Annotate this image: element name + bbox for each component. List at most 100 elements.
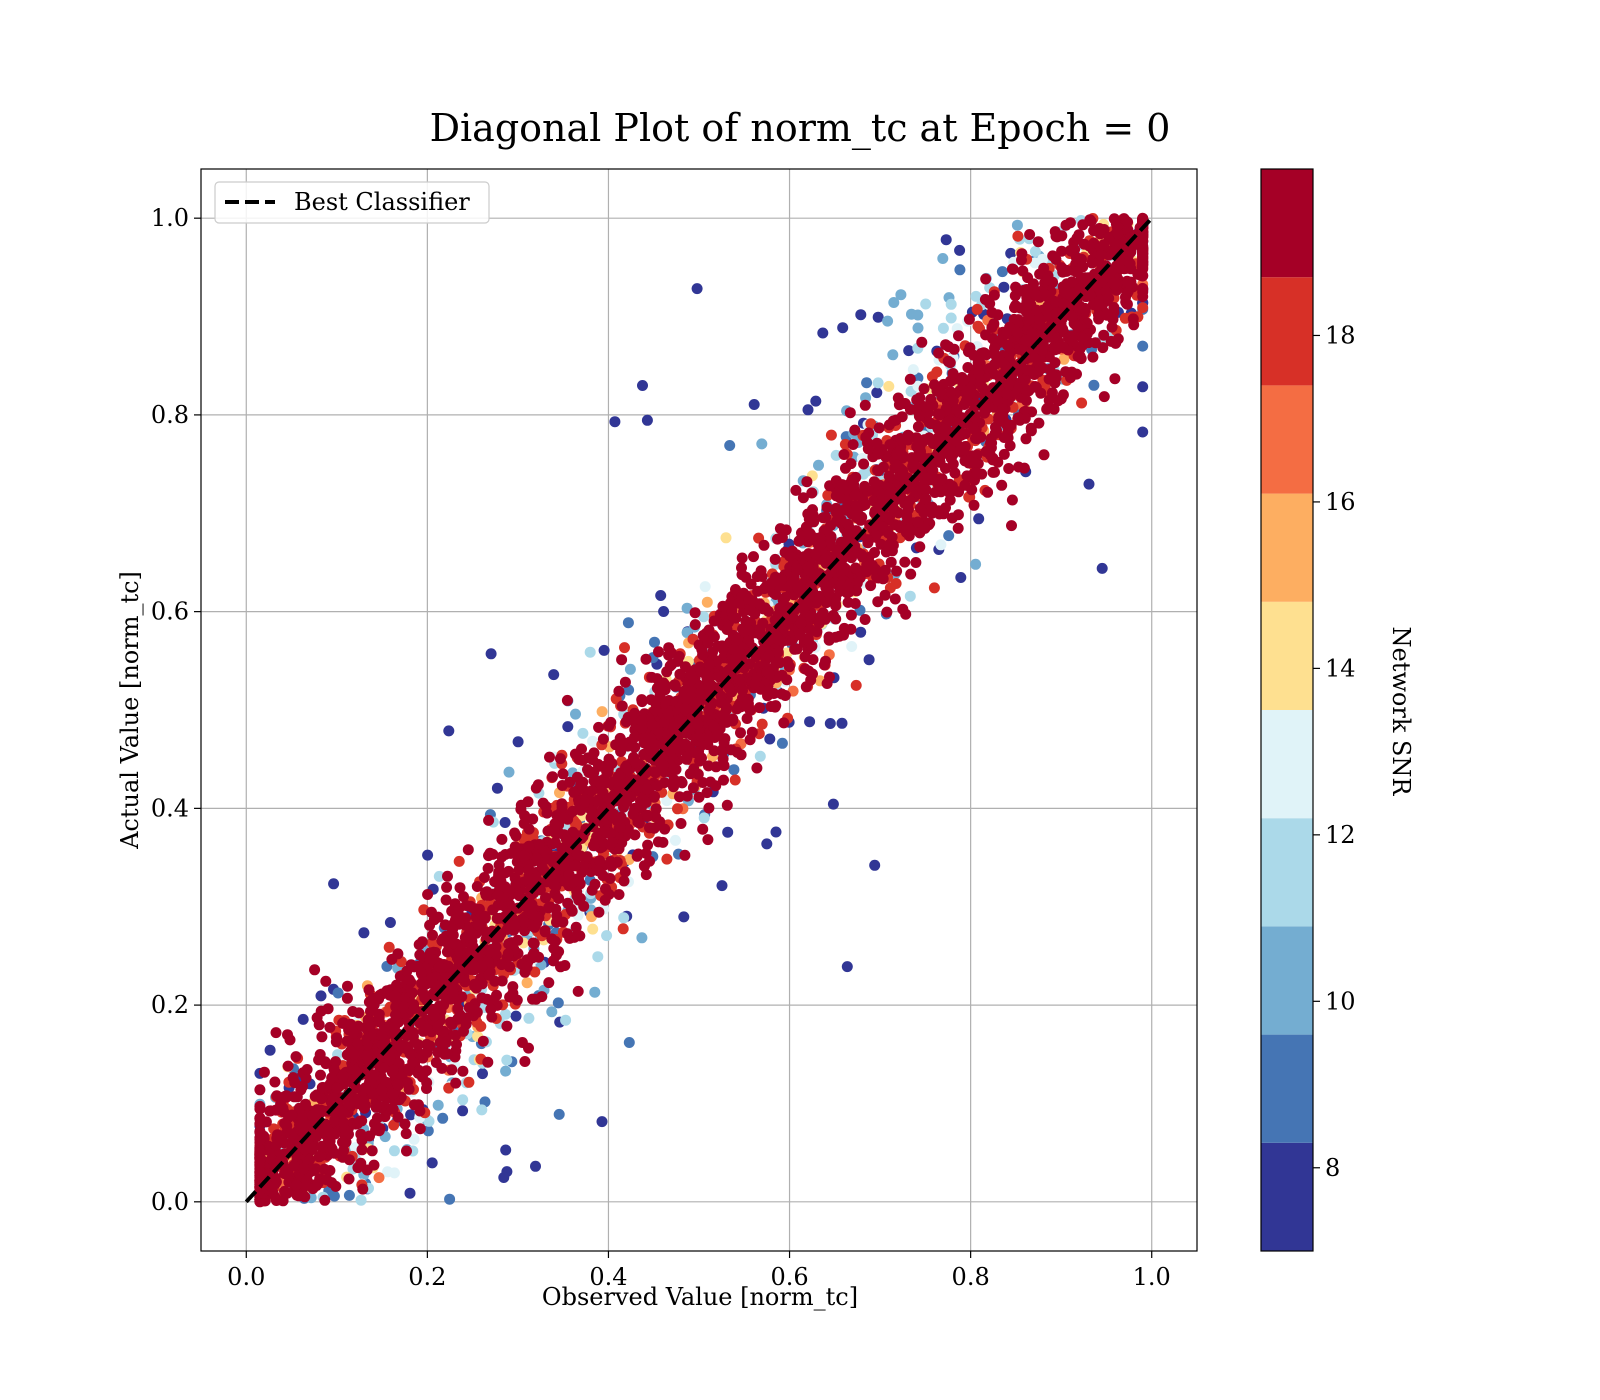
scatter-point — [729, 774, 741, 786]
scatter-point — [549, 818, 561, 830]
scatter-point — [1032, 236, 1044, 248]
scatter-point — [954, 264, 966, 276]
scatter-point — [702, 834, 714, 846]
scatter-point — [406, 987, 418, 999]
scatter-point — [1096, 562, 1108, 574]
scatter-point — [918, 507, 930, 518]
scatter-point — [987, 466, 999, 478]
scatter-point — [1071, 232, 1083, 244]
scatter-point — [992, 456, 1004, 468]
scatter-point — [810, 548, 822, 560]
scatter-point — [703, 802, 715, 814]
scatter-point — [366, 1145, 378, 1157]
scatter-point — [781, 614, 793, 626]
scatter-point — [963, 313, 975, 325]
scatter-point — [562, 721, 574, 733]
scatter-point — [485, 1003, 497, 1015]
scatter-point — [988, 368, 1000, 380]
scatter-point — [650, 803, 662, 815]
scatter-point — [679, 849, 691, 861]
scatter-point — [1006, 520, 1017, 532]
scatter-point — [945, 298, 957, 310]
scatter-point — [483, 969, 495, 981]
scatter-point — [968, 457, 980, 469]
scatter-point — [561, 694, 573, 706]
scatter-point — [795, 617, 807, 629]
scatter-point — [603, 888, 615, 900]
scatter-point — [518, 917, 530, 929]
scatter-point — [933, 347, 945, 359]
scatter-point — [763, 668, 775, 680]
scatter-point — [764, 733, 776, 745]
scatter-point — [539, 926, 551, 938]
scatter-point — [905, 568, 917, 580]
scatter-point — [827, 798, 839, 810]
scatter-point — [324, 1165, 336, 1176]
scatter-point — [476, 1104, 488, 1116]
scatter-point — [422, 889, 434, 900]
scatter-point — [903, 345, 915, 357]
scatter-point — [895, 289, 907, 301]
scatter-point — [460, 900, 472, 911]
scatter-point — [780, 524, 792, 536]
scatter-point — [693, 791, 705, 803]
scatter-points — [254, 212, 1149, 1208]
scatter-point — [343, 1154, 355, 1166]
scatter-point — [254, 1126, 266, 1138]
scatter-point — [958, 374, 970, 386]
scatter-point — [328, 1190, 340, 1202]
scatter-point — [1137, 381, 1149, 393]
scatter-point — [332, 987, 344, 999]
scatter-point — [937, 322, 949, 334]
scatter-point — [509, 841, 521, 853]
scatter-point — [437, 1112, 449, 1124]
scatter-point — [587, 923, 599, 935]
scatter-point — [820, 511, 832, 523]
scatter-point — [911, 394, 923, 406]
scatter-point — [521, 961, 533, 973]
scatter-point — [813, 617, 825, 629]
scatter-point — [797, 492, 809, 504]
scatter-point — [617, 736, 629, 748]
scatter-point — [971, 467, 983, 479]
scatter-point — [790, 484, 802, 496]
scatter-point — [761, 838, 773, 850]
scatter-point — [624, 663, 636, 675]
scatter-point — [776, 737, 788, 749]
scatter-point — [989, 342, 1000, 354]
scatter-point — [271, 1090, 283, 1102]
scatter-point — [966, 484, 978, 496]
scatter-point — [674, 714, 686, 726]
scatter-point — [477, 1068, 488, 1080]
scatter-point — [776, 688, 788, 700]
scatter-point — [426, 937, 438, 949]
scatter-point — [254, 1100, 266, 1112]
scatter-point — [416, 936, 428, 948]
scatter-point — [887, 349, 899, 361]
scatter-point — [1137, 426, 1149, 438]
scatter-point — [961, 470, 973, 482]
scatter-point — [384, 917, 396, 928]
scatter-point — [1098, 391, 1110, 403]
scatter-point — [860, 431, 872, 443]
scatter-point — [399, 1118, 411, 1130]
scatter-point — [736, 552, 748, 564]
scatter-point — [844, 407, 856, 419]
scatter-point — [621, 796, 633, 808]
scatter-point — [855, 309, 867, 321]
scatter-point — [570, 921, 582, 933]
scatter-point — [881, 606, 893, 618]
scatter-point — [678, 911, 690, 923]
scatter-point — [367, 1088, 379, 1100]
scatter-point — [603, 720, 615, 732]
scatter-point — [925, 393, 937, 405]
scatter-point — [358, 927, 370, 939]
scatter-point — [1079, 304, 1091, 316]
scatter-point — [849, 424, 861, 436]
scatter-point — [491, 782, 503, 794]
scatter-point — [741, 713, 753, 724]
scatter-point — [943, 415, 955, 427]
scatter-point — [731, 746, 743, 758]
scatter-point — [315, 1093, 327, 1105]
scatter-point — [447, 938, 458, 950]
